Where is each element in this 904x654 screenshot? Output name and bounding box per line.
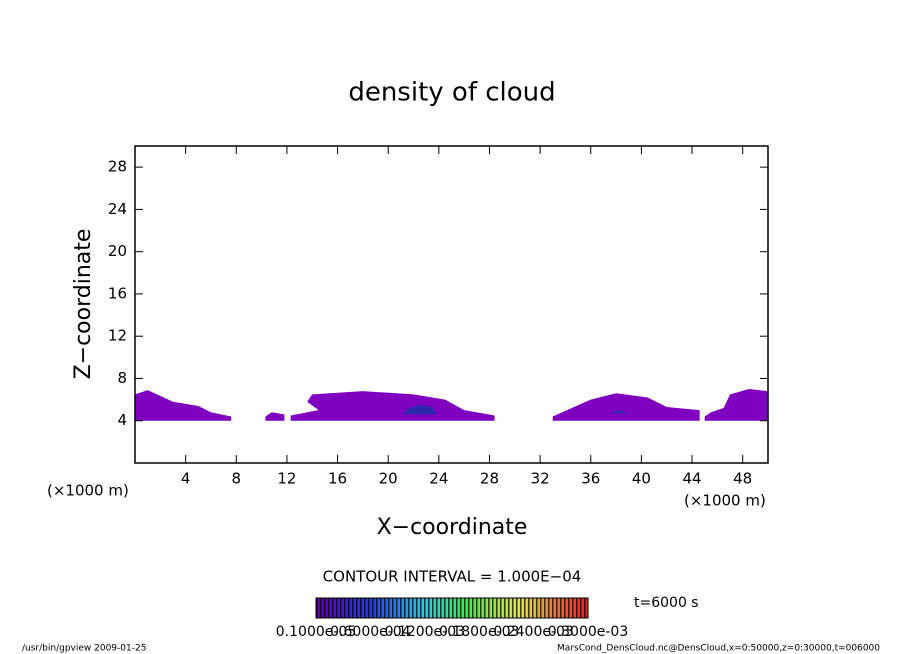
x-tick-label: 20 (379, 470, 398, 488)
x-tick-label: 40 (632, 470, 651, 488)
colorbar-stripes (316, 598, 588, 618)
x-tick-label: 32 (531, 470, 550, 488)
y-axis-label: Z−coordinate (71, 229, 96, 380)
y-tick-label: 12 (108, 327, 127, 345)
x-tick-label: 28 (480, 470, 499, 488)
cloud-region (265, 412, 285, 421)
colorbar-label: 0.1800e-03 (439, 624, 519, 640)
footer-left: /usr/bin/gpview 2009-01-25 (22, 644, 146, 654)
colorbar-label: 0.1200e-03 (385, 624, 465, 640)
x-tick-label: 8 (232, 470, 242, 488)
x-unit: (×1000 m) (684, 492, 766, 510)
y-tick-label: 8 (117, 369, 127, 387)
cloud-region (290, 391, 495, 421)
chart-title: density of cloud (348, 78, 555, 108)
y-tick-label: 24 (108, 200, 127, 218)
cloud-region (135, 390, 232, 421)
y-tick-label: 20 (108, 242, 127, 260)
cloud-region (403, 404, 437, 415)
footer-right: MarsCond_DensCloud.nc@DensCloud,x=0:5000… (557, 644, 880, 654)
cloud-region (704, 389, 768, 421)
y-tick-label: 16 (108, 284, 127, 302)
x-tick-label: 12 (277, 470, 296, 488)
cloud-region (552, 393, 700, 421)
x-tick-label: 44 (682, 470, 701, 488)
x-axis-label: X−coordinate (377, 515, 528, 540)
x-tick-label: 16 (328, 470, 347, 488)
colorbar-label: 0.1000e-05 (276, 624, 356, 640)
plot-frame (134, 145, 769, 464)
y-tick-label: 4 (117, 411, 127, 429)
x-tick-label: 36 (581, 470, 600, 488)
contour-interval: CONTOUR INTERVAL = 1.000E−04 (323, 568, 582, 586)
x-tick-label: 48 (733, 470, 752, 488)
colorbar-label: 0.3000e-03 (548, 624, 628, 640)
y-unit: (×1000 m) (47, 482, 129, 500)
y-tick-label: 28 (108, 158, 127, 176)
x-tick-label: 4 (181, 470, 191, 488)
x-tick-label: 24 (429, 470, 448, 488)
time-label: t=6000 s (634, 595, 699, 611)
colorbar-label: 0.2400e-03 (493, 624, 573, 640)
colorbar-label: 0.6000e-04 (330, 624, 411, 640)
cloud-region (609, 410, 629, 414)
